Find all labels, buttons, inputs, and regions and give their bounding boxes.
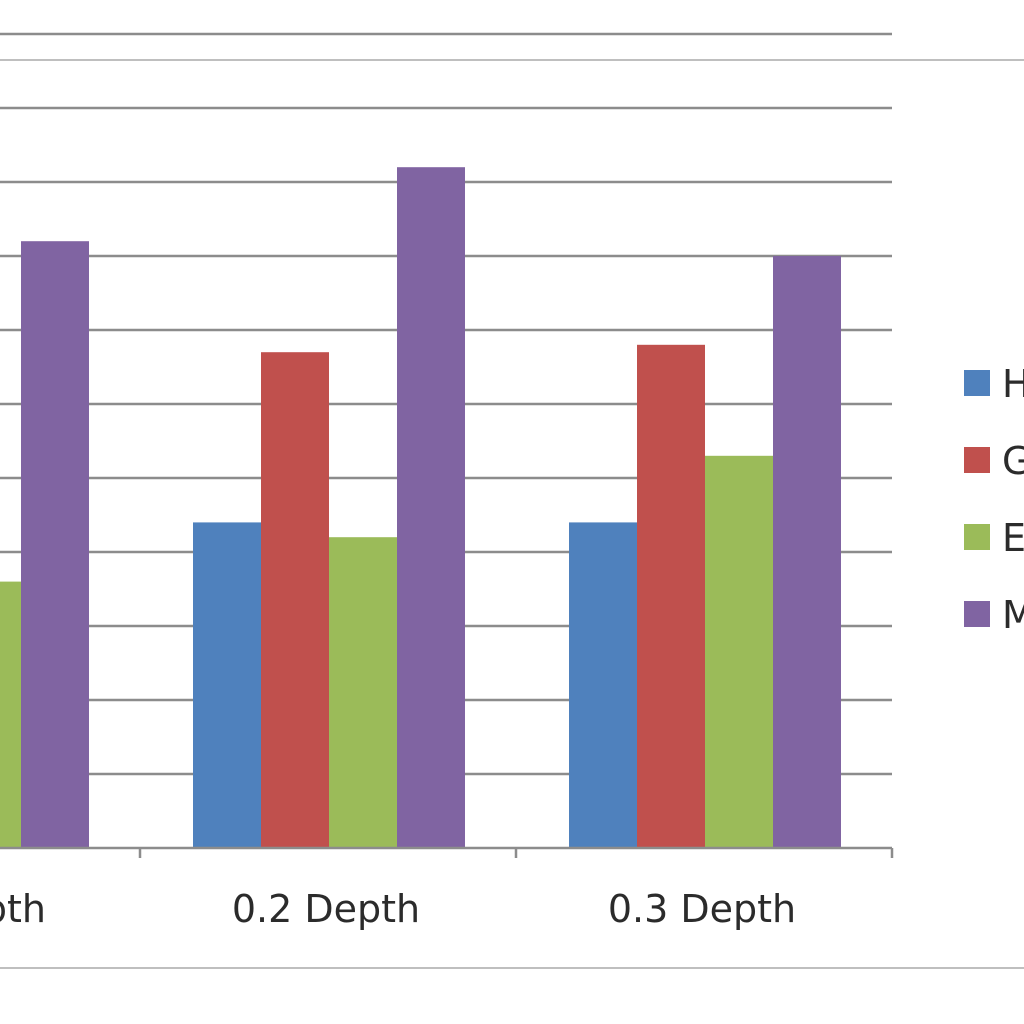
bars [0, 167, 841, 848]
legend-swatch [964, 370, 990, 396]
bar-0.1-depth-m [21, 241, 89, 848]
bar-0.2-depth-h [193, 522, 261, 848]
x-axis [0, 846, 894, 858]
x-axis-labels: pth 0.2 Depth 0.3 Depth [0, 887, 796, 931]
legend-label: E [1002, 516, 1024, 560]
legend-label: M [1002, 593, 1024, 637]
bar-0.2-depth-m [397, 167, 465, 848]
bar-0.3-depth-h [569, 522, 637, 848]
legend-swatch [964, 524, 990, 550]
bar-0.2-depth-g [261, 352, 329, 848]
legend-swatch [964, 601, 990, 627]
legend-swatch [964, 447, 990, 473]
x-tick-label: 0.2 Depth [232, 887, 420, 931]
x-tick-label: pth [0, 887, 46, 931]
x-tick-label: 0.3 Depth [608, 887, 796, 931]
chart-area-border [0, 59, 1024, 969]
bar-0.3-depth-e [705, 455, 773, 848]
bar-0.3-depth-m [773, 256, 841, 848]
bar-0.2-depth-e [329, 537, 397, 848]
legend-label: G [1002, 439, 1024, 483]
bar-0.3-depth-g [637, 344, 705, 848]
bar-0.1-depth-e [0, 581, 21, 848]
legend-label: H [1002, 362, 1024, 406]
